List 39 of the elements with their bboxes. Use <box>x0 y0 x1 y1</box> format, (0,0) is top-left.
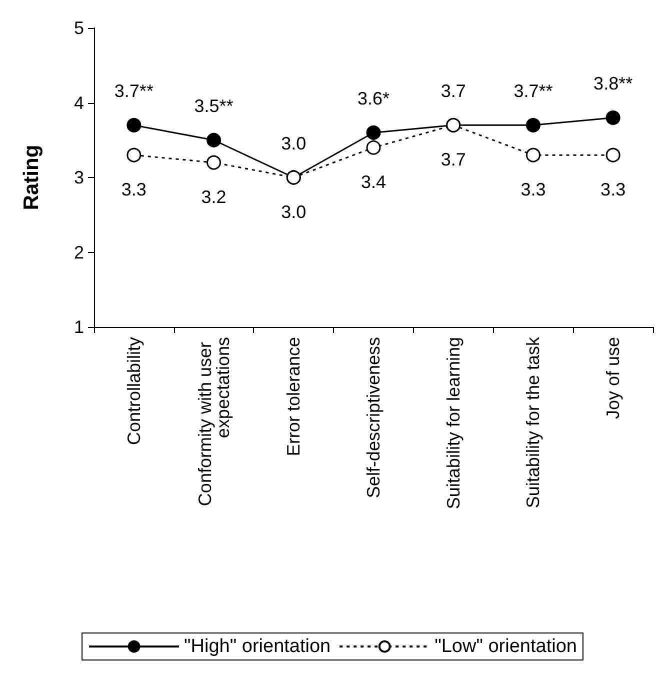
x-tick-label: Self-descriptiveness <box>364 337 384 498</box>
point <box>526 148 540 162</box>
y-tick-label: 3 <box>74 168 84 188</box>
point <box>126 118 142 132</box>
data-label: 3.4 <box>360 172 386 192</box>
point <box>526 118 540 132</box>
data-label: 3.0 <box>281 202 306 222</box>
y-tick-label: 5 <box>74 18 84 38</box>
legend-label: "Low" orientation <box>434 636 577 657</box>
x-tick-label: Error tolerance <box>284 337 304 456</box>
data-label: 3.7 <box>440 149 466 170</box>
data-label: 3.7** <box>514 80 553 101</box>
point <box>606 110 620 125</box>
data-label: 3.3 <box>520 179 546 200</box>
data-label: 3.0 <box>281 133 306 154</box>
y-tick-label: 4 <box>74 92 84 113</box>
data-label: 3.5** <box>194 96 234 116</box>
x-tick-label: Suitability for the task <box>523 336 544 508</box>
point <box>366 140 381 155</box>
legend-label: "High" orientation <box>184 636 331 657</box>
y-tick-label: 1 <box>74 317 84 337</box>
x-tick-label: Joy of use <box>603 337 624 420</box>
data-label: 3.6* <box>357 88 390 108</box>
y-axis-title: Rating <box>20 144 43 210</box>
data-label: 3.7 <box>440 80 466 101</box>
x-tick-label: Controllability <box>124 337 144 446</box>
x-tick-label: Conformity with user expectations <box>194 337 233 506</box>
y-tick-label: 2 <box>74 242 84 262</box>
point <box>366 125 381 140</box>
x-tick-label: Suitability for learning <box>443 337 464 510</box>
point <box>206 132 222 148</box>
point <box>606 148 620 162</box>
data-label: 3.8** <box>594 73 633 94</box>
point <box>126 148 142 162</box>
data-label: 3.3 <box>121 179 146 200</box>
data-label: 3.2 <box>201 186 226 207</box>
data-label: 3.3 <box>600 179 626 200</box>
data-label: 3.7** <box>114 80 154 101</box>
point <box>206 155 222 170</box>
